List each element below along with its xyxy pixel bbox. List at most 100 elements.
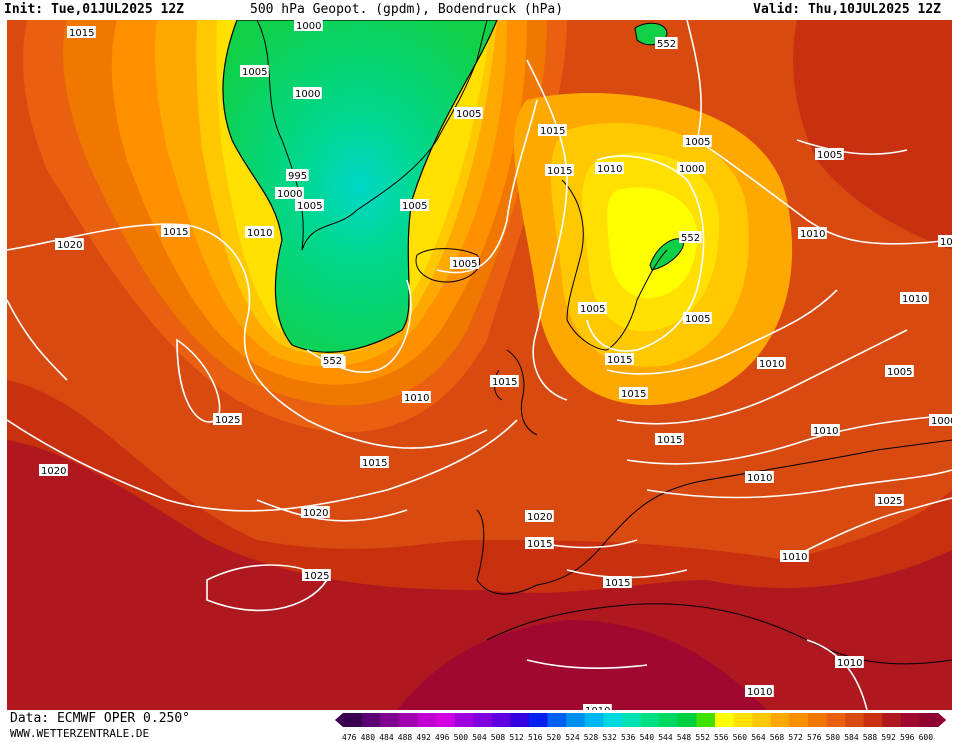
scale-swatch: [863, 713, 883, 727]
footer-bar: Data: ECMWF OPER 0.250° WWW.WETTERZENTRA…: [0, 710, 959, 742]
init-time: Init: Tue,01JUL2025 12Z: [4, 2, 185, 17]
scale-tick-label: 532: [602, 733, 617, 742]
scale-swatch: [547, 713, 567, 727]
scale-swatch: [919, 713, 939, 727]
scale-swatch: [529, 713, 549, 727]
scale-tick-label: 500: [453, 733, 469, 742]
scale-swatch: [603, 713, 623, 727]
scale-arrow-high: [938, 713, 947, 727]
scale-swatch: [584, 713, 604, 727]
isobar-label: 1015: [607, 355, 632, 366]
isobar-label: 1010: [902, 294, 927, 305]
isobar-label: 552: [323, 356, 342, 367]
field-greenland-low: [222, 20, 498, 353]
isobar-label: 1020: [527, 512, 552, 523]
field-scand-bright: [607, 187, 697, 299]
isobar-label: 1000: [277, 189, 302, 200]
isobar-label-bg: [360, 456, 389, 468]
scale-swatch: [491, 713, 511, 727]
isobar-label: 1005: [297, 201, 322, 212]
field-ne-warm: [793, 20, 952, 250]
isobar-label-bg: [525, 510, 554, 522]
scale-tick-label: 552: [695, 733, 710, 742]
isobar-label-bg: [757, 357, 786, 369]
isobar-label: 1015: [605, 578, 630, 589]
isobar-label-bg: [161, 225, 190, 237]
isobar-label: 1010: [747, 687, 772, 698]
isobar-label-bg: [67, 26, 96, 38]
isobar-label: 1015: [69, 28, 94, 39]
scale-tick-label: 548: [676, 733, 692, 742]
isobar-label: 1010: [813, 426, 838, 437]
isobar-label-bg: [402, 391, 431, 403]
scale-swatch: [473, 713, 493, 727]
isobar-label: 1005: [817, 150, 842, 161]
scale-tick-label: 524: [565, 733, 580, 742]
scale-tick-label: 508: [490, 733, 506, 742]
scale-swatch: [510, 713, 530, 727]
isobar-label-bg: [885, 365, 914, 377]
isobar-label-bg: [595, 162, 624, 174]
scale-tick-label: 572: [788, 733, 803, 742]
isobar-label-bg: [245, 226, 274, 238]
scale-swatch: [343, 713, 363, 727]
coast-africa: [486, 603, 952, 665]
scale-tick-label: 600: [918, 733, 934, 742]
scale-tick-label: 556: [714, 733, 729, 742]
isobar-label: 1015: [527, 539, 552, 550]
isobar-label-bg: [780, 550, 809, 562]
isobar-label: 1010: [782, 552, 807, 563]
isobar-label: 1005: [580, 304, 605, 315]
isobar-label: 1010: [800, 229, 825, 240]
isobar-label: 1010: [247, 228, 272, 239]
isobar-label: 1020: [57, 240, 82, 251]
isobar-label-bg: [605, 353, 634, 365]
scale-tick-label: 476: [342, 733, 357, 742]
scale-tick-label: 580: [825, 733, 841, 742]
isobar-label-bg: [798, 227, 827, 239]
coast-scandinavia: [561, 179, 668, 351]
valid-time: Valid: Thu,10JUL2025 12Z: [753, 2, 941, 17]
scale-tick-label: 576: [807, 733, 822, 742]
isobar-label: 1010: [837, 658, 862, 669]
scale-swatch: [566, 713, 586, 727]
isobar-label-bg: [490, 375, 519, 387]
isobar-label: 1025: [215, 415, 240, 426]
isobar-label: 1010: [404, 393, 429, 404]
scale-tick-label: 584: [844, 733, 859, 742]
scale-tick-label: 596: [900, 733, 915, 742]
isobar-label-bg: [294, 20, 323, 31]
color-scale-bar: [335, 713, 947, 727]
isobar-label-bg: [683, 312, 712, 324]
isobar-label-bg: [875, 494, 904, 506]
scale-swatch: [659, 713, 679, 727]
header-bar: Init: Tue,01JUL2025 12Z 500 hPa Geopot. …: [0, 0, 959, 20]
isobar-label-bg: [603, 576, 632, 588]
scale-swatch: [752, 713, 772, 727]
isobar-label: 1005: [887, 367, 912, 378]
scale-tick-label: 536: [621, 733, 636, 742]
data-source: Data: ECMWF OPER 0.250°: [10, 711, 191, 726]
scale-swatch: [696, 713, 716, 727]
scale-swatch: [361, 713, 381, 727]
isobar-label: 995: [288, 171, 307, 182]
isobar-label: 1005: [242, 67, 267, 78]
scale-swatch: [733, 713, 753, 727]
isobar-label-bg: [286, 169, 309, 181]
field-hottest: [397, 620, 767, 710]
scale-tick-label: 512: [509, 733, 524, 742]
scale-swatch: [640, 713, 660, 727]
isobar-label: 1015: [492, 377, 517, 388]
isobar-label: 1015: [657, 435, 682, 446]
isobar-label: 1005: [452, 259, 477, 270]
isobar-label-bg: [745, 471, 774, 483]
scale-swatch: [715, 713, 735, 727]
isobar-label-bg: [683, 135, 712, 147]
scale-arrow-low: [335, 713, 343, 727]
isobar-label-bg: [302, 569, 331, 581]
coast-iceland: [415, 248, 480, 283]
isobar-label: 1000: [679, 164, 704, 175]
scale-swatch: [677, 713, 697, 727]
isobar-label-bg: [655, 433, 684, 445]
isobar-label: 1005: [685, 137, 710, 148]
